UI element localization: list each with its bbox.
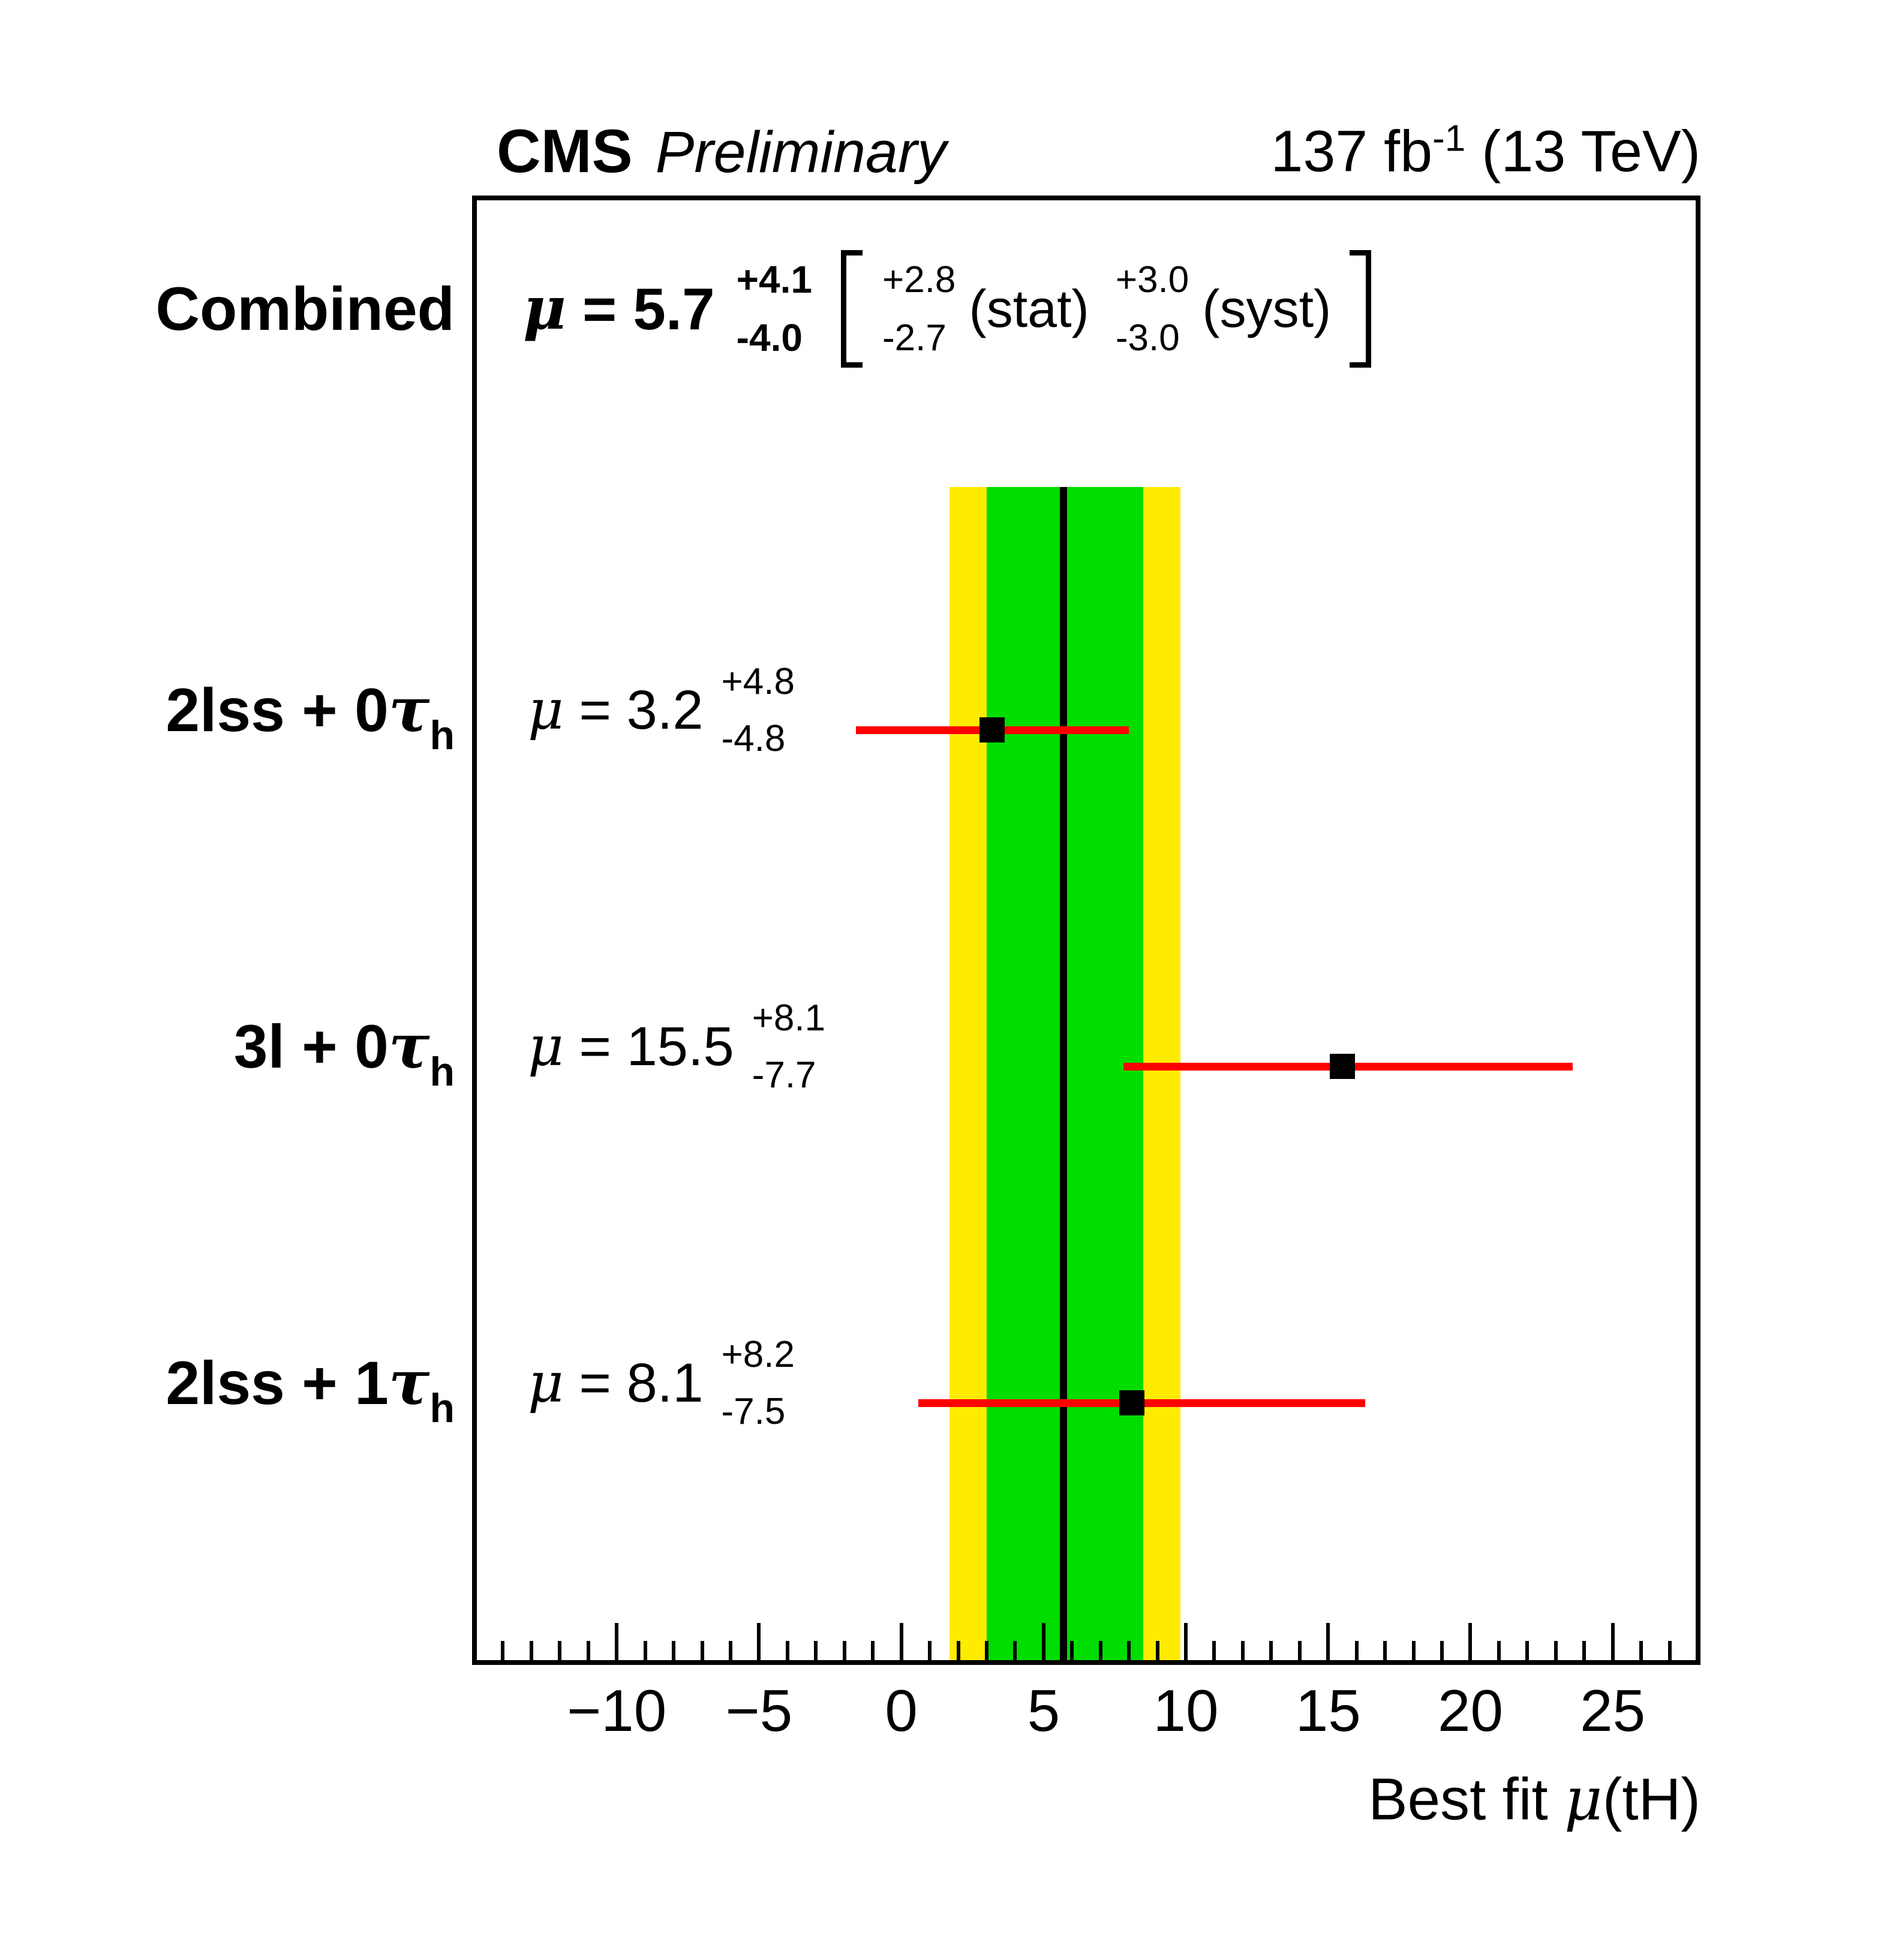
x-axis-minor-tick <box>1497 1641 1501 1660</box>
data-point-marker <box>1119 1390 1144 1415</box>
x-axis-minor-tick <box>529 1641 533 1660</box>
category-label-2lss-1tau: 2lss + 1τh <box>166 1347 455 1431</box>
combined-value: = 5.7 <box>566 276 715 342</box>
tau-subscript: h <box>429 1385 455 1431</box>
x-axis-minor-tick <box>785 1641 789 1660</box>
tau-subscript: h <box>429 1049 455 1095</box>
x-axis-tick-label: 0 <box>885 1678 918 1743</box>
error-stack: +8.2 -7.5 <box>721 1334 795 1432</box>
x-axis-title: Best fit μ(tH) <box>1368 1765 1700 1834</box>
preliminary-label: Preliminary <box>655 119 946 185</box>
syst-label: (syst) <box>1202 279 1332 338</box>
data-point-marker <box>1329 1054 1355 1079</box>
x-axis-minor-tick <box>1554 1641 1558 1660</box>
error-stack: +8.1 -7.7 <box>752 997 826 1096</box>
x-axis-minor-tick <box>1297 1641 1302 1660</box>
syst-error-stack: +3.0 -3.0 <box>1115 259 1189 359</box>
x-axis-minor-tick <box>956 1641 960 1660</box>
stat-error-stack: +2.8 -2.7 <box>882 259 956 359</box>
x-axis-minor-tick <box>1667 1641 1672 1660</box>
x-axis-tick-label: 20 <box>1437 1678 1503 1743</box>
x-axis-major-tick <box>1326 1623 1330 1660</box>
x-axis-minor-tick <box>1098 1641 1102 1660</box>
x-axis-major-tick <box>1184 1623 1188 1660</box>
x-axis-tick-label: −10 <box>567 1678 667 1743</box>
x-axis-tick-label: −5 <box>725 1678 793 1743</box>
x-axis-minor-tick <box>1411 1641 1416 1660</box>
lumi-exponent: -1 <box>1432 118 1466 160</box>
stat-label: (stat) <box>969 279 1089 338</box>
category-label-3l-0tau: 3l + 0τh <box>233 1011 455 1095</box>
x-axis-minor-tick <box>1212 1641 1216 1660</box>
error-stack: +4.8 -4.8 <box>721 661 795 759</box>
tau-subscript: h <box>429 713 455 758</box>
mu-symbol: μ <box>528 678 564 742</box>
x-axis-major-tick <box>1468 1623 1473 1660</box>
combined-error-stack: +4.1 -4.0 <box>736 258 812 359</box>
x-axis-minor-tick <box>1013 1641 1017 1660</box>
x-axis-minor-tick <box>1383 1641 1387 1660</box>
tau-symbol: τ <box>388 674 430 746</box>
x-axis-minor-tick <box>672 1641 676 1660</box>
x-axis-minor-tick <box>586 1641 590 1660</box>
lumi-prefix: 137 fb <box>1270 118 1433 184</box>
left-bracket <box>841 250 863 368</box>
x-axis-minor-tick <box>1240 1641 1245 1660</box>
equation-3l-0tau: μ = 15.5 +8.1 -7.7 <box>528 990 825 1104</box>
right-bracket <box>1350 250 1372 368</box>
x-axis-minor-tick <box>842 1641 846 1660</box>
category-label-2lss-0tau: 2lss + 0τh <box>166 674 455 758</box>
x-axis-tick-label: 5 <box>1027 1678 1060 1743</box>
x-axis-major-tick <box>899 1623 903 1660</box>
mu-symbol: μ <box>1564 1765 1603 1834</box>
x-axis-minor-tick <box>1582 1641 1586 1660</box>
x-axis-minor-tick <box>1127 1641 1131 1660</box>
combined-equation: μ = 5.7 +4.1 -4.0 +2.8 -2.7 (stat) +3.0 … <box>523 250 1372 368</box>
x-axis-major-tick <box>1041 1623 1045 1660</box>
equation-2lss-1tau: μ = 8.1 +8.2 -7.5 <box>528 1326 795 1440</box>
x-axis-minor-tick <box>728 1641 732 1660</box>
x-axis-minor-tick <box>1440 1641 1444 1660</box>
x-axis-minor-tick <box>1070 1641 1074 1660</box>
x-axis-minor-tick <box>1354 1641 1359 1660</box>
x-axis-minor-tick <box>1269 1641 1273 1660</box>
mu-symbol: μ <box>528 1014 564 1078</box>
tau-symbol: τ <box>388 1011 430 1083</box>
header-left: CMS Preliminary <box>497 121 946 182</box>
x-axis-major-tick <box>1610 1623 1615 1660</box>
x-axis-minor-tick <box>700 1641 704 1660</box>
x-axis-major-tick <box>615 1623 619 1660</box>
equation-2lss-0tau: μ = 3.2 +4.8 -4.8 <box>528 653 795 767</box>
x-axis-tick-label: 10 <box>1153 1678 1219 1743</box>
tau-symbol: τ <box>388 1347 430 1419</box>
x-axis-tick-label: 25 <box>1580 1678 1646 1743</box>
x-axis-major-tick <box>757 1623 761 1660</box>
experiment-label: CMS <box>497 117 633 185</box>
category-label-combined: Combined <box>155 275 455 343</box>
x-axis-minor-tick <box>1155 1641 1159 1660</box>
luminosity-label: 137 fb-1 (13 TeV) <box>1270 118 1700 184</box>
x-axis-minor-tick <box>558 1641 562 1660</box>
mu-symbol: μ <box>528 1351 564 1415</box>
x-axis-minor-tick <box>928 1641 932 1660</box>
x-axis-tick-label: 15 <box>1295 1678 1361 1743</box>
data-point-marker <box>979 717 1005 742</box>
x-axis-minor-tick <box>871 1641 875 1660</box>
lumi-suffix: (13 TeV) <box>1465 118 1700 184</box>
x-axis-minor-tick <box>1525 1641 1530 1660</box>
mu-symbol: μ <box>523 274 566 343</box>
x-axis-minor-tick <box>501 1641 505 1660</box>
x-axis-minor-tick <box>984 1641 988 1660</box>
x-axis-minor-tick <box>1639 1641 1643 1660</box>
best-fit-line <box>1060 487 1068 1660</box>
x-axis-minor-tick <box>814 1641 818 1660</box>
x-axis-minor-tick <box>643 1641 647 1660</box>
